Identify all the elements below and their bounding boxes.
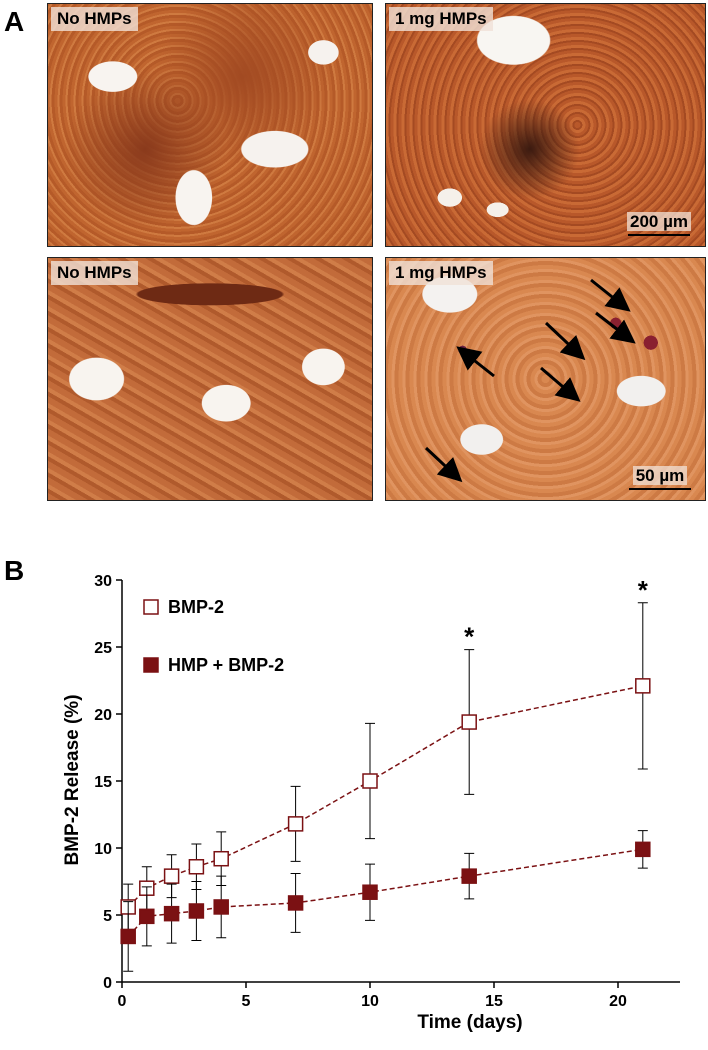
series-line [127,848,643,937]
y-tick-label: 15 [94,774,112,791]
marker [362,884,378,900]
marker [120,928,136,945]
image-label: No HMPs [51,7,138,31]
image-label: 1 mg HMPs [389,261,493,285]
marker [188,859,205,875]
micrograph: 1 mg HMPs 200 µm [385,3,706,247]
series-line [127,685,643,908]
y-tick-label: 5 [103,908,112,925]
x-axis-label: Time (days) [417,1012,522,1033]
micrograph: No HMPs [47,257,373,501]
panel-label: A [4,6,25,37]
marker [635,678,651,694]
annotation: * [464,622,475,652]
marker [287,895,304,911]
legend-marker [143,599,159,615]
image-label: No HMPs [51,261,138,285]
micrograph: 1 mg HMPs 50 µm [385,257,706,501]
scale-bar: 200 µm [627,212,691,236]
y-tick-label: 25 [94,640,112,657]
legend-marker [143,657,159,673]
x-tick-label: 15 [485,993,503,1010]
annotation: * [638,575,649,605]
marker [139,908,155,925]
y-tick-label: 20 [94,707,112,724]
y-tick-label: 10 [94,841,112,858]
scale-line [629,488,691,490]
marker [362,773,378,789]
marker [287,816,304,832]
chart: B Time (days) BMP-2 Release (%) 0 5 10 15 20… [4,555,680,1033]
marker [461,868,477,884]
marker [461,714,477,730]
scale-line [628,234,690,236]
marker [213,850,229,867]
image-label: 1 mg HMPs [389,7,493,31]
marker [213,899,229,915]
scale-bar: 50 µm [629,466,691,490]
x-tick-label: 20 [609,993,627,1010]
marker [163,868,180,884]
micrograph: No HMPs [47,3,373,247]
x-tick-label: 5 [242,993,251,1010]
legend-label: BMP-2 [168,597,224,617]
y-axis-label: BMP-2 Release (%) [62,694,83,865]
scale-label: 50 µm [632,466,688,485]
x-tick-label: 10 [361,993,379,1010]
scale-label: 200 µm [627,212,691,231]
marker [188,903,205,919]
legend-label: HMP + BMP-2 [168,655,284,675]
marker [163,905,180,922]
marker [635,841,651,858]
arrows [424,278,636,483]
x-tick-label: 0 [118,993,127,1010]
y-tick-label: 0 [103,975,112,992]
panel-label: B [4,555,24,586]
y-tick-label: 30 [94,573,112,590]
